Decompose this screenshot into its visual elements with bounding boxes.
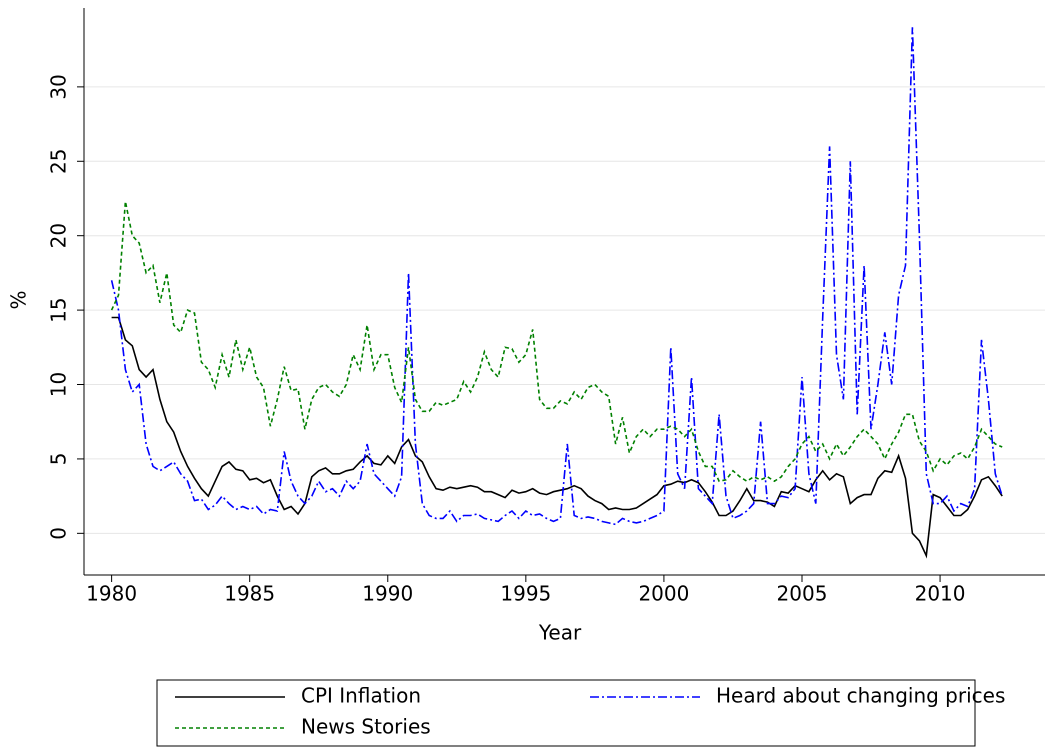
y-tick-label: 30 (47, 74, 71, 99)
y-tick-label: 25 (47, 149, 71, 174)
legend-label: Heard about changing prices (716, 684, 1005, 708)
x-tick-label: 1995 (500, 582, 551, 606)
y-tick-label: 20 (47, 223, 71, 248)
x-tick-label: 1980 (86, 582, 137, 606)
y-tick-label: 15 (47, 297, 71, 322)
y-axis-label: % (7, 290, 31, 309)
x-axis-label: Year (538, 621, 582, 645)
legend-label: News Stories (301, 715, 431, 739)
x-tick-label: 2010 (915, 582, 966, 606)
x-tick-label: 1985 (224, 582, 275, 606)
x-tick-label: 2000 (638, 582, 689, 606)
legend-box (156, 679, 976, 747)
x-tick-label: 2005 (777, 582, 828, 606)
series-line (110, 201, 1003, 483)
y-tick-label: 0 (47, 527, 71, 540)
x-tick-label: 1990 (362, 582, 413, 606)
series-line (111, 316, 1003, 559)
y-tick-label: 10 (47, 372, 71, 397)
series-line (110, 27, 1003, 526)
y-tick-label: 5 (47, 453, 71, 466)
legend-label: CPI Inflation (301, 684, 421, 708)
